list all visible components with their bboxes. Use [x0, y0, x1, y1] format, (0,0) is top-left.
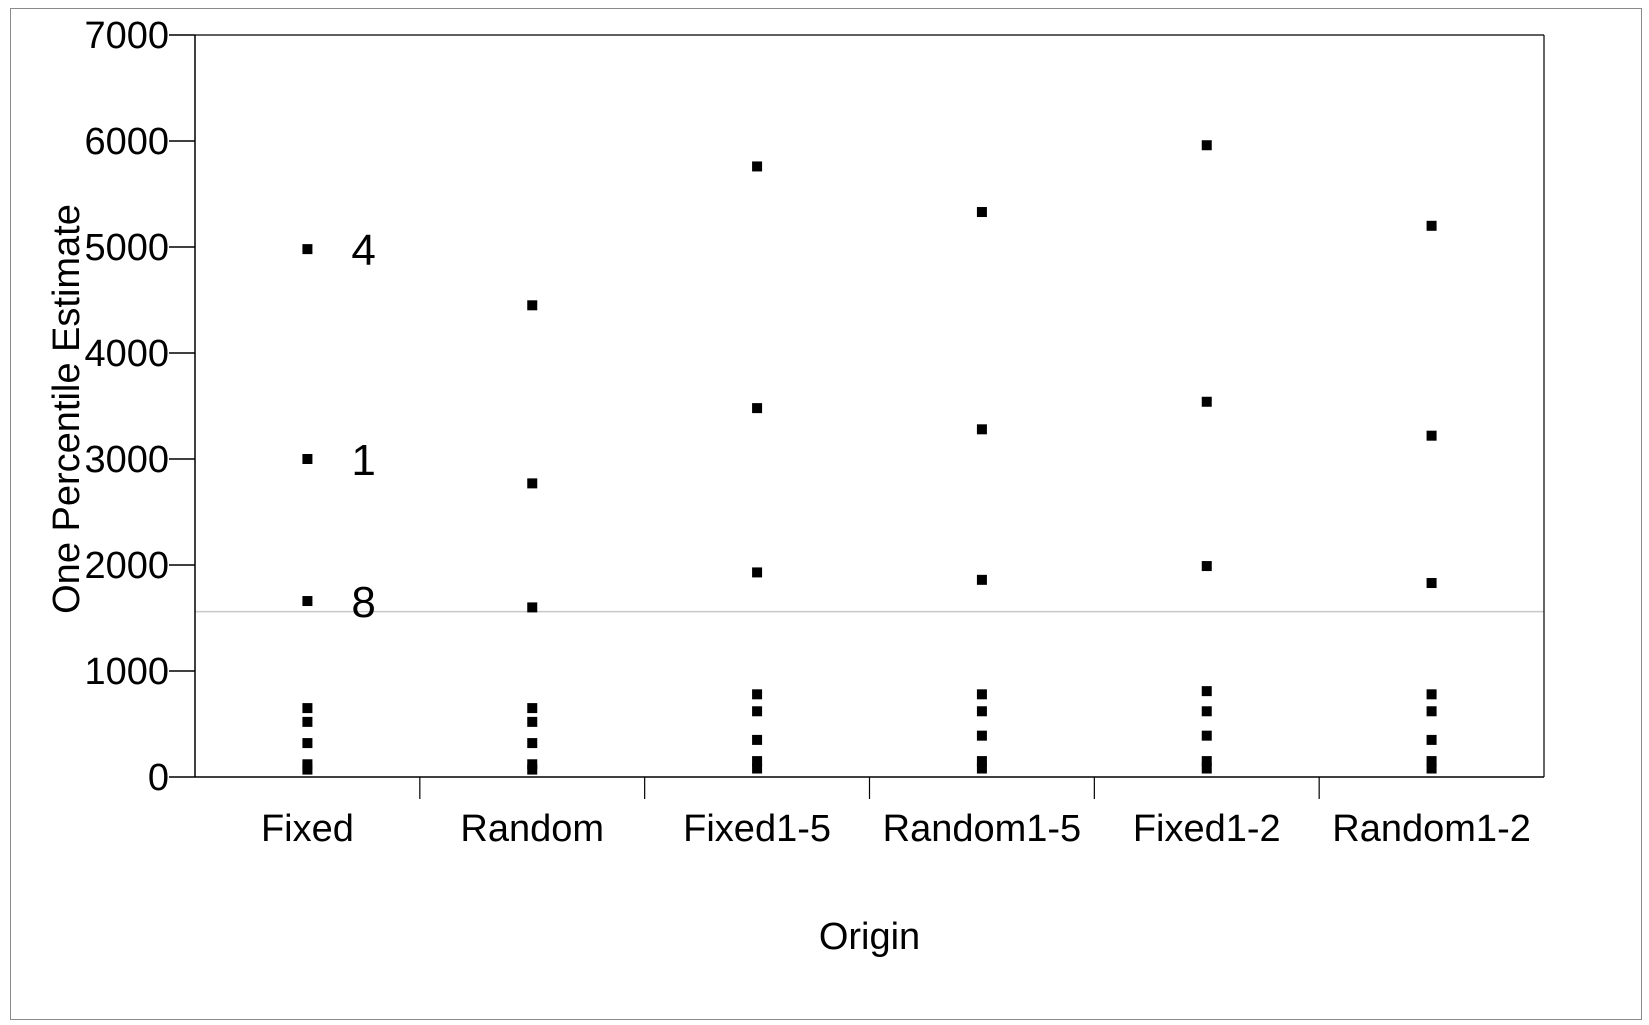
point-annotation-label: 8 [351, 578, 375, 627]
data-point [1426, 220, 1437, 231]
y-tick-label: 0 [148, 757, 169, 799]
data-point [752, 763, 763, 774]
axes-layer [194, 34, 1545, 778]
data-point [976, 763, 987, 774]
y-tick-label: 5000 [84, 227, 169, 269]
data-point [302, 759, 313, 770]
y-tick-label: 2000 [84, 545, 169, 587]
x-axis-title: Origin [819, 916, 920, 958]
data-point [1426, 763, 1437, 774]
data-point [302, 738, 313, 749]
x-tick-label: Random1-2 [1332, 808, 1531, 850]
x-axis-ticks: Fixed Random Fixed1-5 Random1-5 Fixed1-2 Rand… [261, 777, 1531, 850]
data-point [1201, 686, 1212, 697]
data-point [1201, 730, 1212, 741]
x-tick-label: Fixed [261, 808, 354, 850]
data-point [1201, 756, 1212, 767]
x-tick-label: Random [460, 808, 604, 850]
data-point [976, 756, 987, 767]
y-tick-label: 6000 [84, 121, 169, 163]
data-point [752, 567, 763, 578]
data-point [527, 716, 538, 727]
x-tick-label: Fixed1-2 [1133, 808, 1281, 850]
data-point [752, 161, 763, 172]
point-annotations: 4 1 8 [351, 226, 375, 627]
data-point [976, 730, 987, 741]
data-point [976, 574, 987, 585]
data-point [1426, 430, 1437, 441]
data-point [302, 716, 313, 727]
data-point [976, 424, 987, 435]
data-point [302, 244, 313, 255]
y-tick-label: 3000 [84, 439, 169, 481]
data-point [1201, 140, 1212, 151]
y-tick-label: 4000 [84, 333, 169, 375]
data-point [976, 706, 987, 717]
data-point [302, 764, 313, 775]
data-point [527, 703, 538, 714]
data-point [1426, 578, 1437, 589]
x-tick-label: Fixed1-5 [683, 808, 831, 850]
data-point [302, 703, 313, 714]
data-point [1201, 561, 1212, 572]
data-point [1201, 706, 1212, 717]
data-point [752, 403, 763, 414]
point-annotation-label: 1 [351, 436, 375, 485]
data-point [302, 596, 313, 607]
data-point [1426, 734, 1437, 745]
data-point [1426, 706, 1437, 717]
data-point [1426, 689, 1437, 700]
data-point [752, 706, 763, 717]
data-point [527, 738, 538, 749]
data-point [1426, 756, 1437, 767]
point-annotation-label: 4 [351, 226, 375, 275]
data-point [527, 759, 538, 770]
y-tick-label: 1000 [84, 651, 169, 693]
y-axis-ticks: 0 1000 2000 3000 4000 5000 6000 7000 [84, 15, 195, 799]
data-point [527, 300, 538, 311]
data-point [752, 734, 763, 745]
data-point [527, 764, 538, 775]
data-point [752, 689, 763, 700]
data-points [302, 140, 1437, 775]
data-point [976, 689, 987, 700]
data-point [1201, 396, 1212, 407]
data-point [527, 478, 538, 489]
scatter-chart: 0 1000 2000 3000 4000 5000 6000 7000 Fixed Rando… [46, 15, 1545, 958]
x-tick-label: Random1-5 [883, 808, 1082, 850]
data-point [1201, 763, 1212, 774]
y-tick-label: 7000 [84, 15, 169, 57]
chart-frame: 0 1000 2000 3000 4000 5000 6000 7000 Fixed Rando… [10, 8, 1642, 1020]
data-point [976, 207, 987, 218]
y-axis-title: One Percentile Estimate [46, 204, 88, 614]
data-point [752, 756, 763, 767]
data-point [527, 602, 538, 613]
data-point [302, 454, 313, 464]
